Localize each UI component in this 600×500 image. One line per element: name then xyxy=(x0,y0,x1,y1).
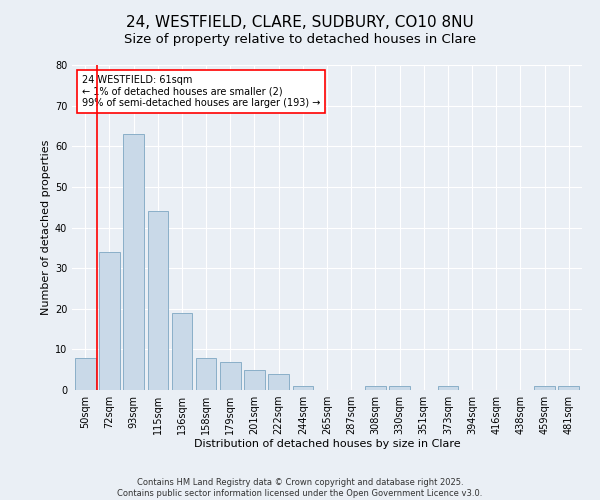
Bar xyxy=(244,370,265,390)
Bar xyxy=(365,386,386,390)
Bar xyxy=(172,313,192,390)
Bar xyxy=(437,386,458,390)
Bar xyxy=(196,358,217,390)
Bar xyxy=(268,374,289,390)
Text: 24, WESTFIELD, CLARE, SUDBURY, CO10 8NU: 24, WESTFIELD, CLARE, SUDBURY, CO10 8NU xyxy=(126,15,474,30)
Bar xyxy=(293,386,313,390)
Bar xyxy=(389,386,410,390)
Bar xyxy=(534,386,555,390)
Y-axis label: Number of detached properties: Number of detached properties xyxy=(41,140,50,315)
Bar xyxy=(124,134,144,390)
Bar xyxy=(220,362,241,390)
Text: Size of property relative to detached houses in Clare: Size of property relative to detached ho… xyxy=(124,32,476,46)
Bar xyxy=(559,386,579,390)
Bar xyxy=(75,358,95,390)
Text: 24 WESTFIELD: 61sqm
← 1% of detached houses are smaller (2)
99% of semi-detached: 24 WESTFIELD: 61sqm ← 1% of detached hou… xyxy=(82,74,320,108)
Bar xyxy=(99,252,120,390)
X-axis label: Distribution of detached houses by size in Clare: Distribution of detached houses by size … xyxy=(194,438,460,448)
Bar xyxy=(148,211,168,390)
Text: Contains HM Land Registry data © Crown copyright and database right 2025.
Contai: Contains HM Land Registry data © Crown c… xyxy=(118,478,482,498)
